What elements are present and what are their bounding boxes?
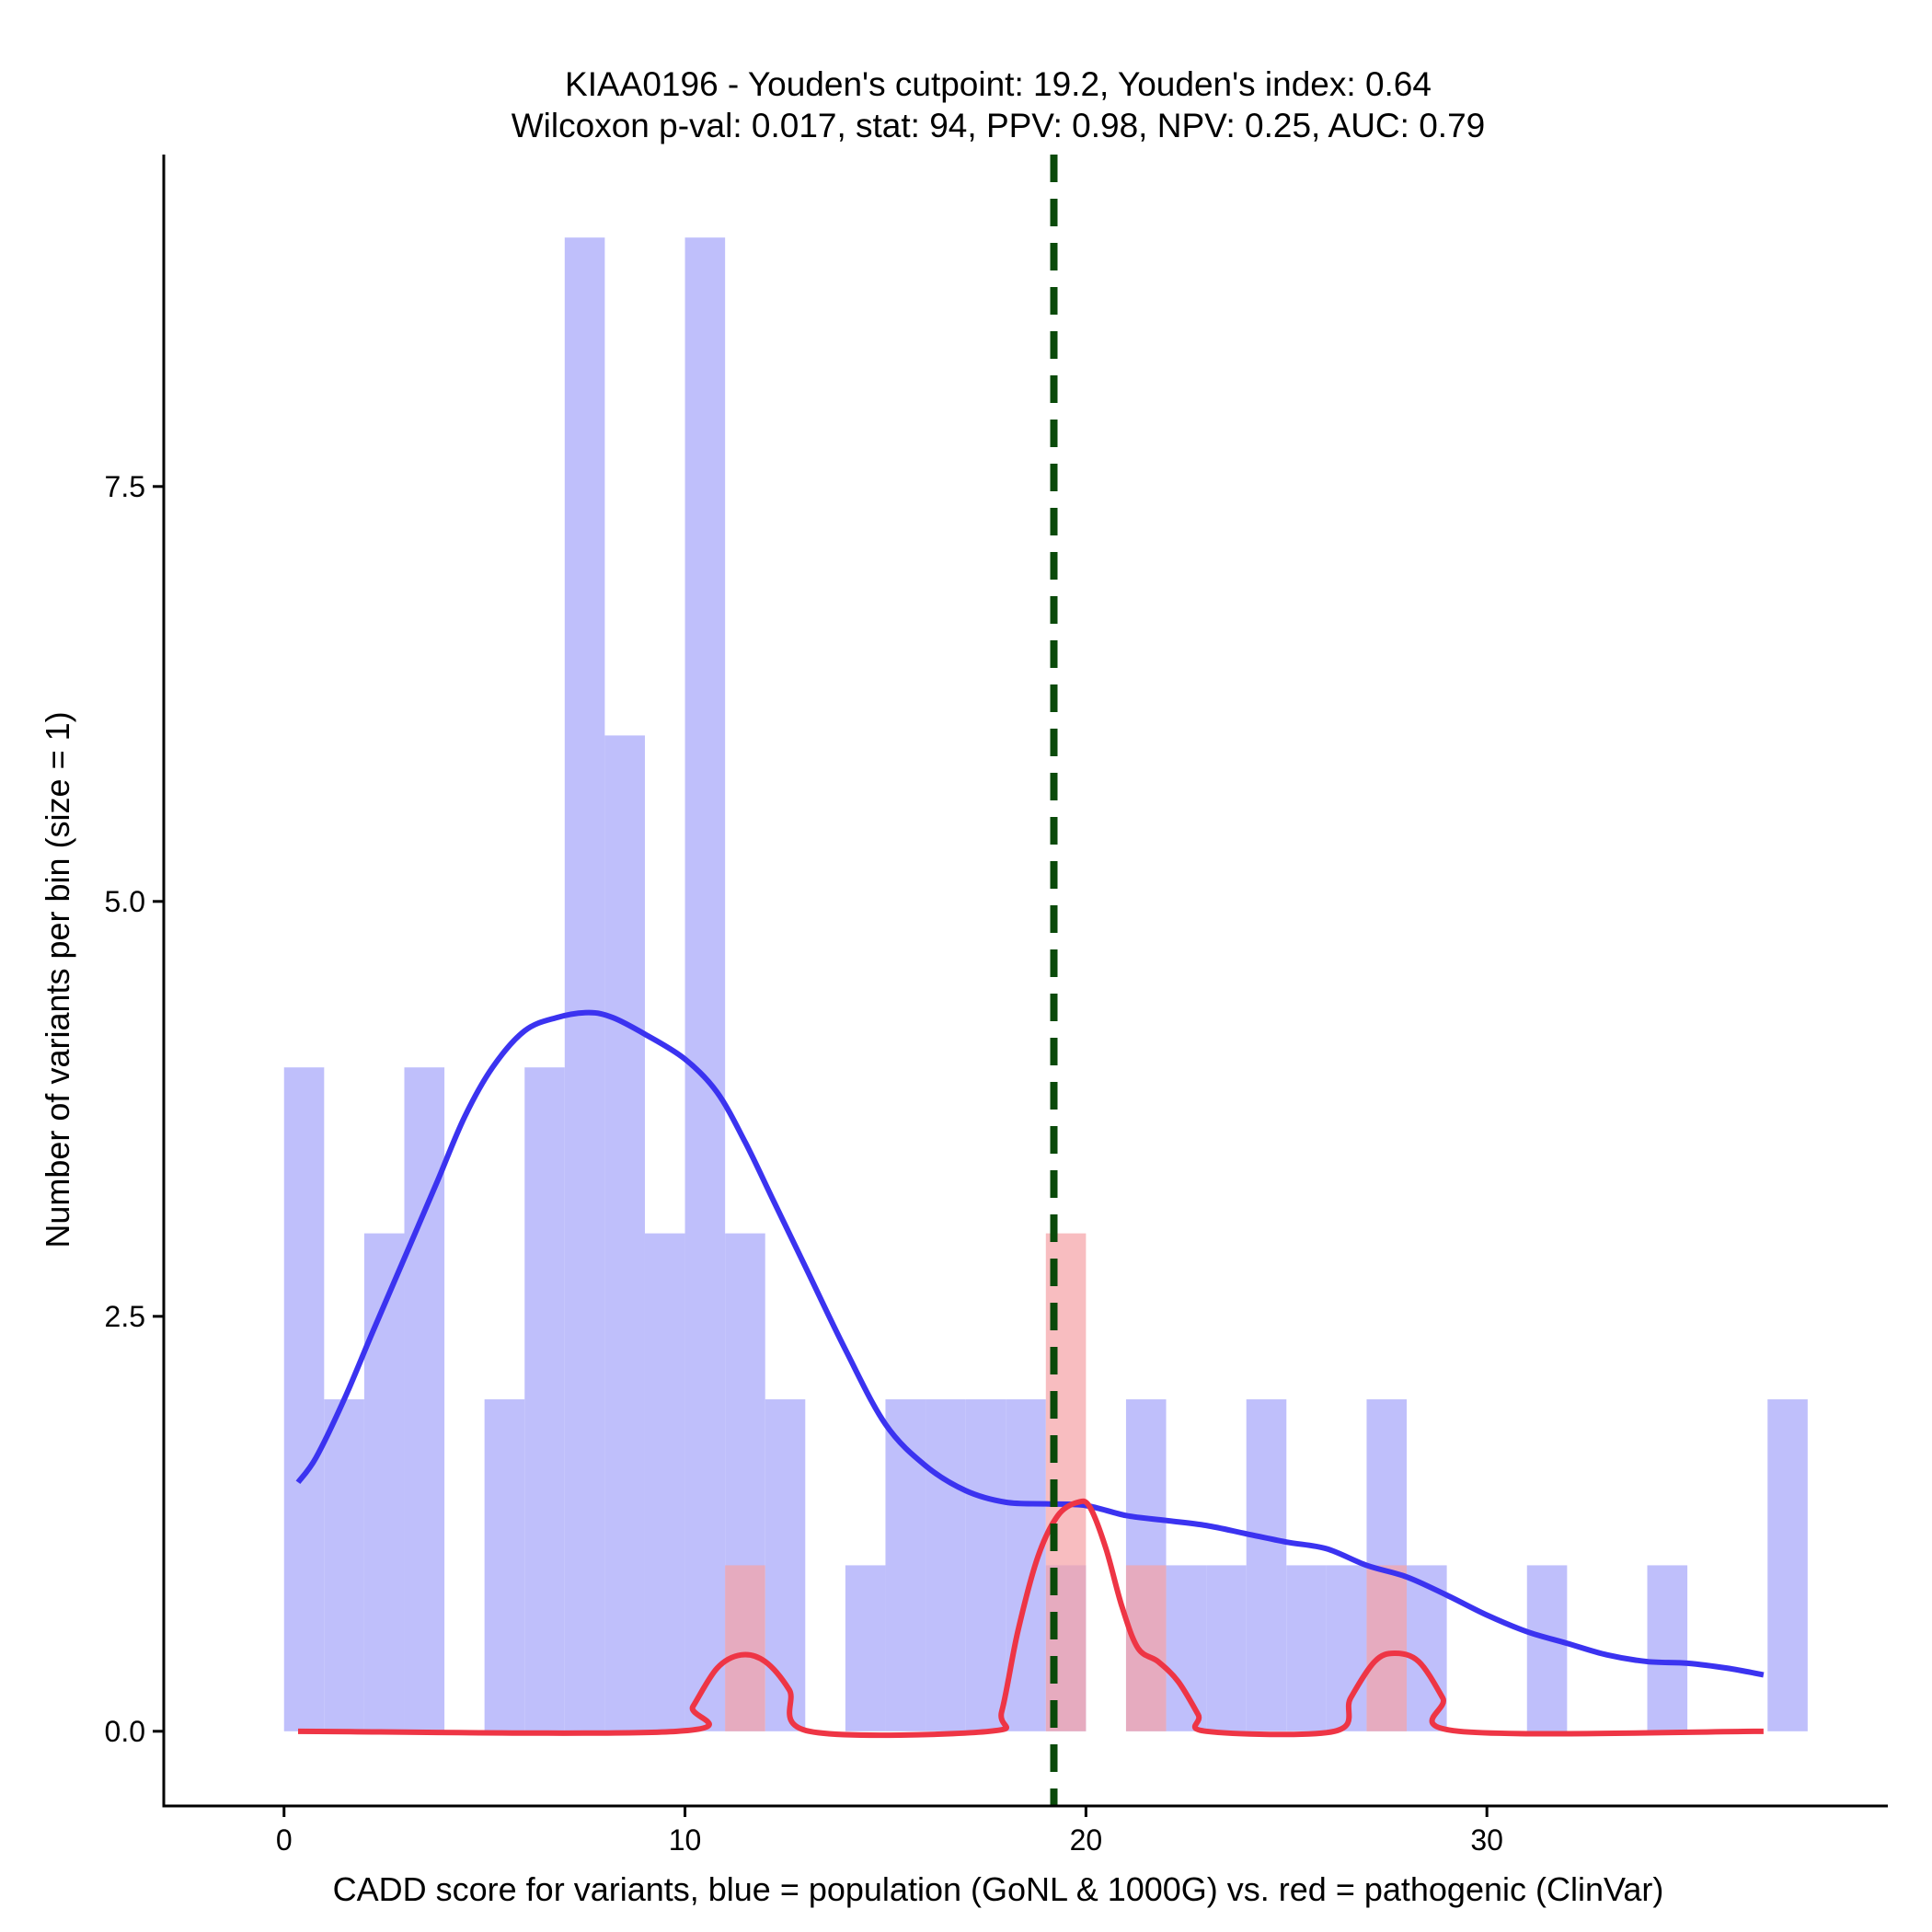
- population-bar: [1526, 1565, 1568, 1731]
- x-tick-label: 30: [1470, 1823, 1503, 1857]
- population-bar: [1286, 1565, 1327, 1731]
- population-bar: [1246, 1399, 1287, 1731]
- population-bar: [1166, 1565, 1207, 1731]
- population-bar: [1206, 1565, 1247, 1731]
- population-bar: [484, 1399, 525, 1731]
- population-bar: [1767, 1399, 1808, 1731]
- pathogenic-density-curve: [297, 1498, 1764, 1739]
- y-tick-label: 7.5: [105, 470, 145, 503]
- y-tick-label: 2.5: [105, 1300, 145, 1333]
- population-bar: [926, 1399, 966, 1731]
- y-tick-label: 5.0: [105, 885, 145, 918]
- y-axis-title: Number of variants per bin (size = 1): [39, 711, 76, 1248]
- population-bar: [524, 1067, 565, 1731]
- population-bar: [283, 1067, 325, 1731]
- chart-title-line-1: KIAA0196 - Youden's cutpoint: 19.2, Youd…: [565, 65, 1432, 103]
- population-bar: [885, 1399, 926, 1731]
- chart-title-line-2: Wilcoxon p-val: 0.017, stat: 94, PPV: 0.…: [512, 107, 1485, 144]
- population-bar: [363, 1233, 405, 1731]
- population-bar: [1647, 1565, 1688, 1731]
- pathogenic-bar: [1366, 1565, 1408, 1731]
- population-bar: [845, 1565, 886, 1731]
- population-bar: [684, 237, 726, 1731]
- y-tick-label: 0.0: [105, 1715, 145, 1748]
- population-bar: [965, 1399, 1006, 1731]
- population-bar: [765, 1399, 806, 1731]
- population-density-curve: [295, 1009, 1765, 1678]
- population-bar: [644, 1233, 685, 1731]
- x-tick-label: 0: [276, 1823, 293, 1857]
- x-tick-label: 10: [669, 1823, 702, 1857]
- x-tick-label: 20: [1070, 1823, 1103, 1857]
- pathogenic-bar: [725, 1565, 765, 1731]
- population-bar: [404, 1067, 445, 1731]
- population-bar: [564, 237, 605, 1731]
- pathogenic-bar: [1125, 1565, 1167, 1731]
- population-bar: [324, 1399, 364, 1731]
- population-bar: [1006, 1399, 1046, 1731]
- axes: 0.0 2.5 5.0 7.5 0 10 20 30: [105, 155, 1888, 1857]
- density-curves: [295, 1009, 1765, 1739]
- plot-area: 0.0 2.5 5.0 7.5 0 10 20 30: [105, 155, 1888, 1857]
- population-bar: [604, 735, 645, 1731]
- x-axis-title: CADD score for variants, blue = populati…: [333, 1870, 1664, 1908]
